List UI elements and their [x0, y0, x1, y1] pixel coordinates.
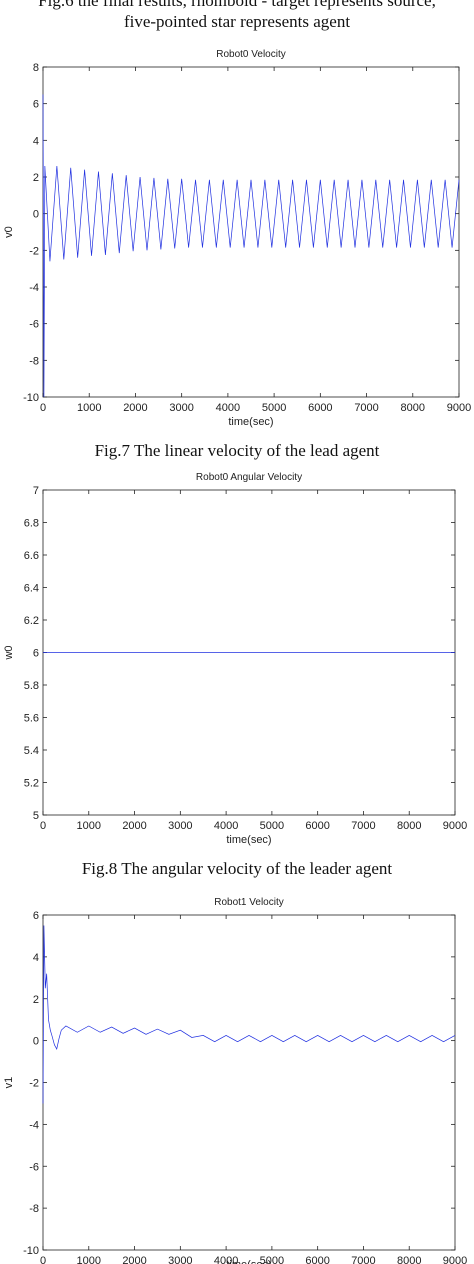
y-tick-label: 5.8: [24, 680, 39, 692]
x-tick-label: 0: [40, 1255, 46, 1264]
caption: Fig.7 The linear velocity of the lead ag…: [95, 441, 380, 460]
y-tick-label: 5.4: [24, 745, 39, 757]
y-tick-label: 6: [33, 648, 39, 660]
y-tick-label: -8: [29, 1203, 39, 1215]
caption: Fig.8 The angular velocity of the leader…: [82, 859, 393, 878]
y-axis-label: w0: [3, 645, 15, 660]
y-axis-label: v0: [3, 226, 15, 238]
chart-title: Robot1 Velocity: [214, 897, 284, 908]
y-tick-label: -2: [29, 1078, 39, 1090]
y-tick-label: 6.2: [24, 615, 39, 627]
y-tick-label: -8: [29, 355, 39, 367]
plot-frame: [42, 66, 460, 398]
x-tick-label: 2000: [122, 1255, 146, 1264]
y-tick-label: 0: [33, 1036, 39, 1048]
x-tick-label: 4000: [214, 1255, 238, 1264]
x-axis-label: time(sec): [228, 416, 273, 428]
x-tick-label: 8000: [397, 820, 421, 832]
y-tick-label: -4: [29, 1119, 39, 1131]
y-tick-label: 6: [33, 910, 39, 922]
y-tick-label: -10: [23, 392, 39, 404]
caption: Fig.6 the final results, rhomboid - targ…: [38, 0, 436, 10]
y-tick-label: -6: [29, 1161, 39, 1173]
data-line: [42, 925, 456, 1104]
y-tick-label: 7: [33, 485, 39, 497]
y-axis-label: v1: [3, 1077, 15, 1089]
chart-title: Robot0 Angular Velocity: [196, 472, 302, 483]
x-tick-label: 6000: [308, 402, 332, 414]
y-tick-label: 0: [33, 209, 39, 221]
y-tick-label: 6.6: [24, 550, 39, 562]
x-tick-label: 8000: [397, 1255, 421, 1264]
y-tick-label: 6: [33, 99, 39, 111]
x-tick-label: 7000: [354, 402, 378, 414]
y-tick-label: 8: [33, 62, 39, 74]
x-tick-label: 8000: [401, 402, 425, 414]
y-tick-label: -2: [29, 245, 39, 257]
y-tick-label: -6: [29, 319, 39, 331]
x-tick-label: 3000: [168, 820, 192, 832]
plot-frame: [42, 914, 456, 1251]
x-tick-label: 4000: [214, 820, 238, 832]
x-tick-label: 1000: [77, 1255, 101, 1264]
caption: five-pointed star represents agent: [124, 12, 350, 31]
x-tick-label: 9000: [447, 402, 471, 414]
x-tick-label: 7000: [351, 820, 375, 832]
y-tick-label: 2: [33, 994, 39, 1006]
x-tick-label: 2000: [123, 402, 147, 414]
data-line: [42, 94, 460, 398]
y-tick-label: 6.8: [24, 518, 39, 530]
x-axis-label: time(sec): [226, 834, 271, 846]
x-tick-label: 0: [40, 402, 46, 414]
chart-title: Robot0 Velocity: [216, 49, 286, 60]
x-tick-label: 1000: [77, 402, 101, 414]
x-tick-label: 3000: [168, 1255, 192, 1264]
x-tick-label: 6000: [305, 1255, 329, 1264]
y-tick-label: 5.6: [24, 713, 39, 725]
y-tick-label: -4: [29, 282, 39, 294]
x-tick-label: 5000: [260, 820, 284, 832]
x-tick-label: 6000: [305, 820, 329, 832]
y-tick-label: 2: [33, 172, 39, 184]
x-tick-label: 9000: [443, 1255, 467, 1264]
y-tick-label: 5.2: [24, 778, 39, 790]
x-tick-label: 4000: [216, 402, 240, 414]
y-tick-label: 6.4: [24, 583, 39, 595]
x-axis-label: time(sec): [226, 1259, 271, 1264]
y-tick-label: -10: [23, 1245, 39, 1257]
x-tick-label: 0: [40, 820, 46, 832]
x-tick-label: 1000: [77, 820, 101, 832]
y-tick-label: 4: [33, 952, 39, 964]
x-tick-label: 5000: [260, 1255, 284, 1264]
x-tick-label: 2000: [122, 820, 146, 832]
x-tick-label: 5000: [262, 402, 286, 414]
y-tick-label: 5: [33, 810, 39, 822]
x-tick-label: 7000: [351, 1255, 375, 1264]
x-tick-label: 9000: [443, 820, 467, 832]
y-tick-label: 4: [33, 135, 39, 147]
x-tick-label: 3000: [169, 402, 193, 414]
